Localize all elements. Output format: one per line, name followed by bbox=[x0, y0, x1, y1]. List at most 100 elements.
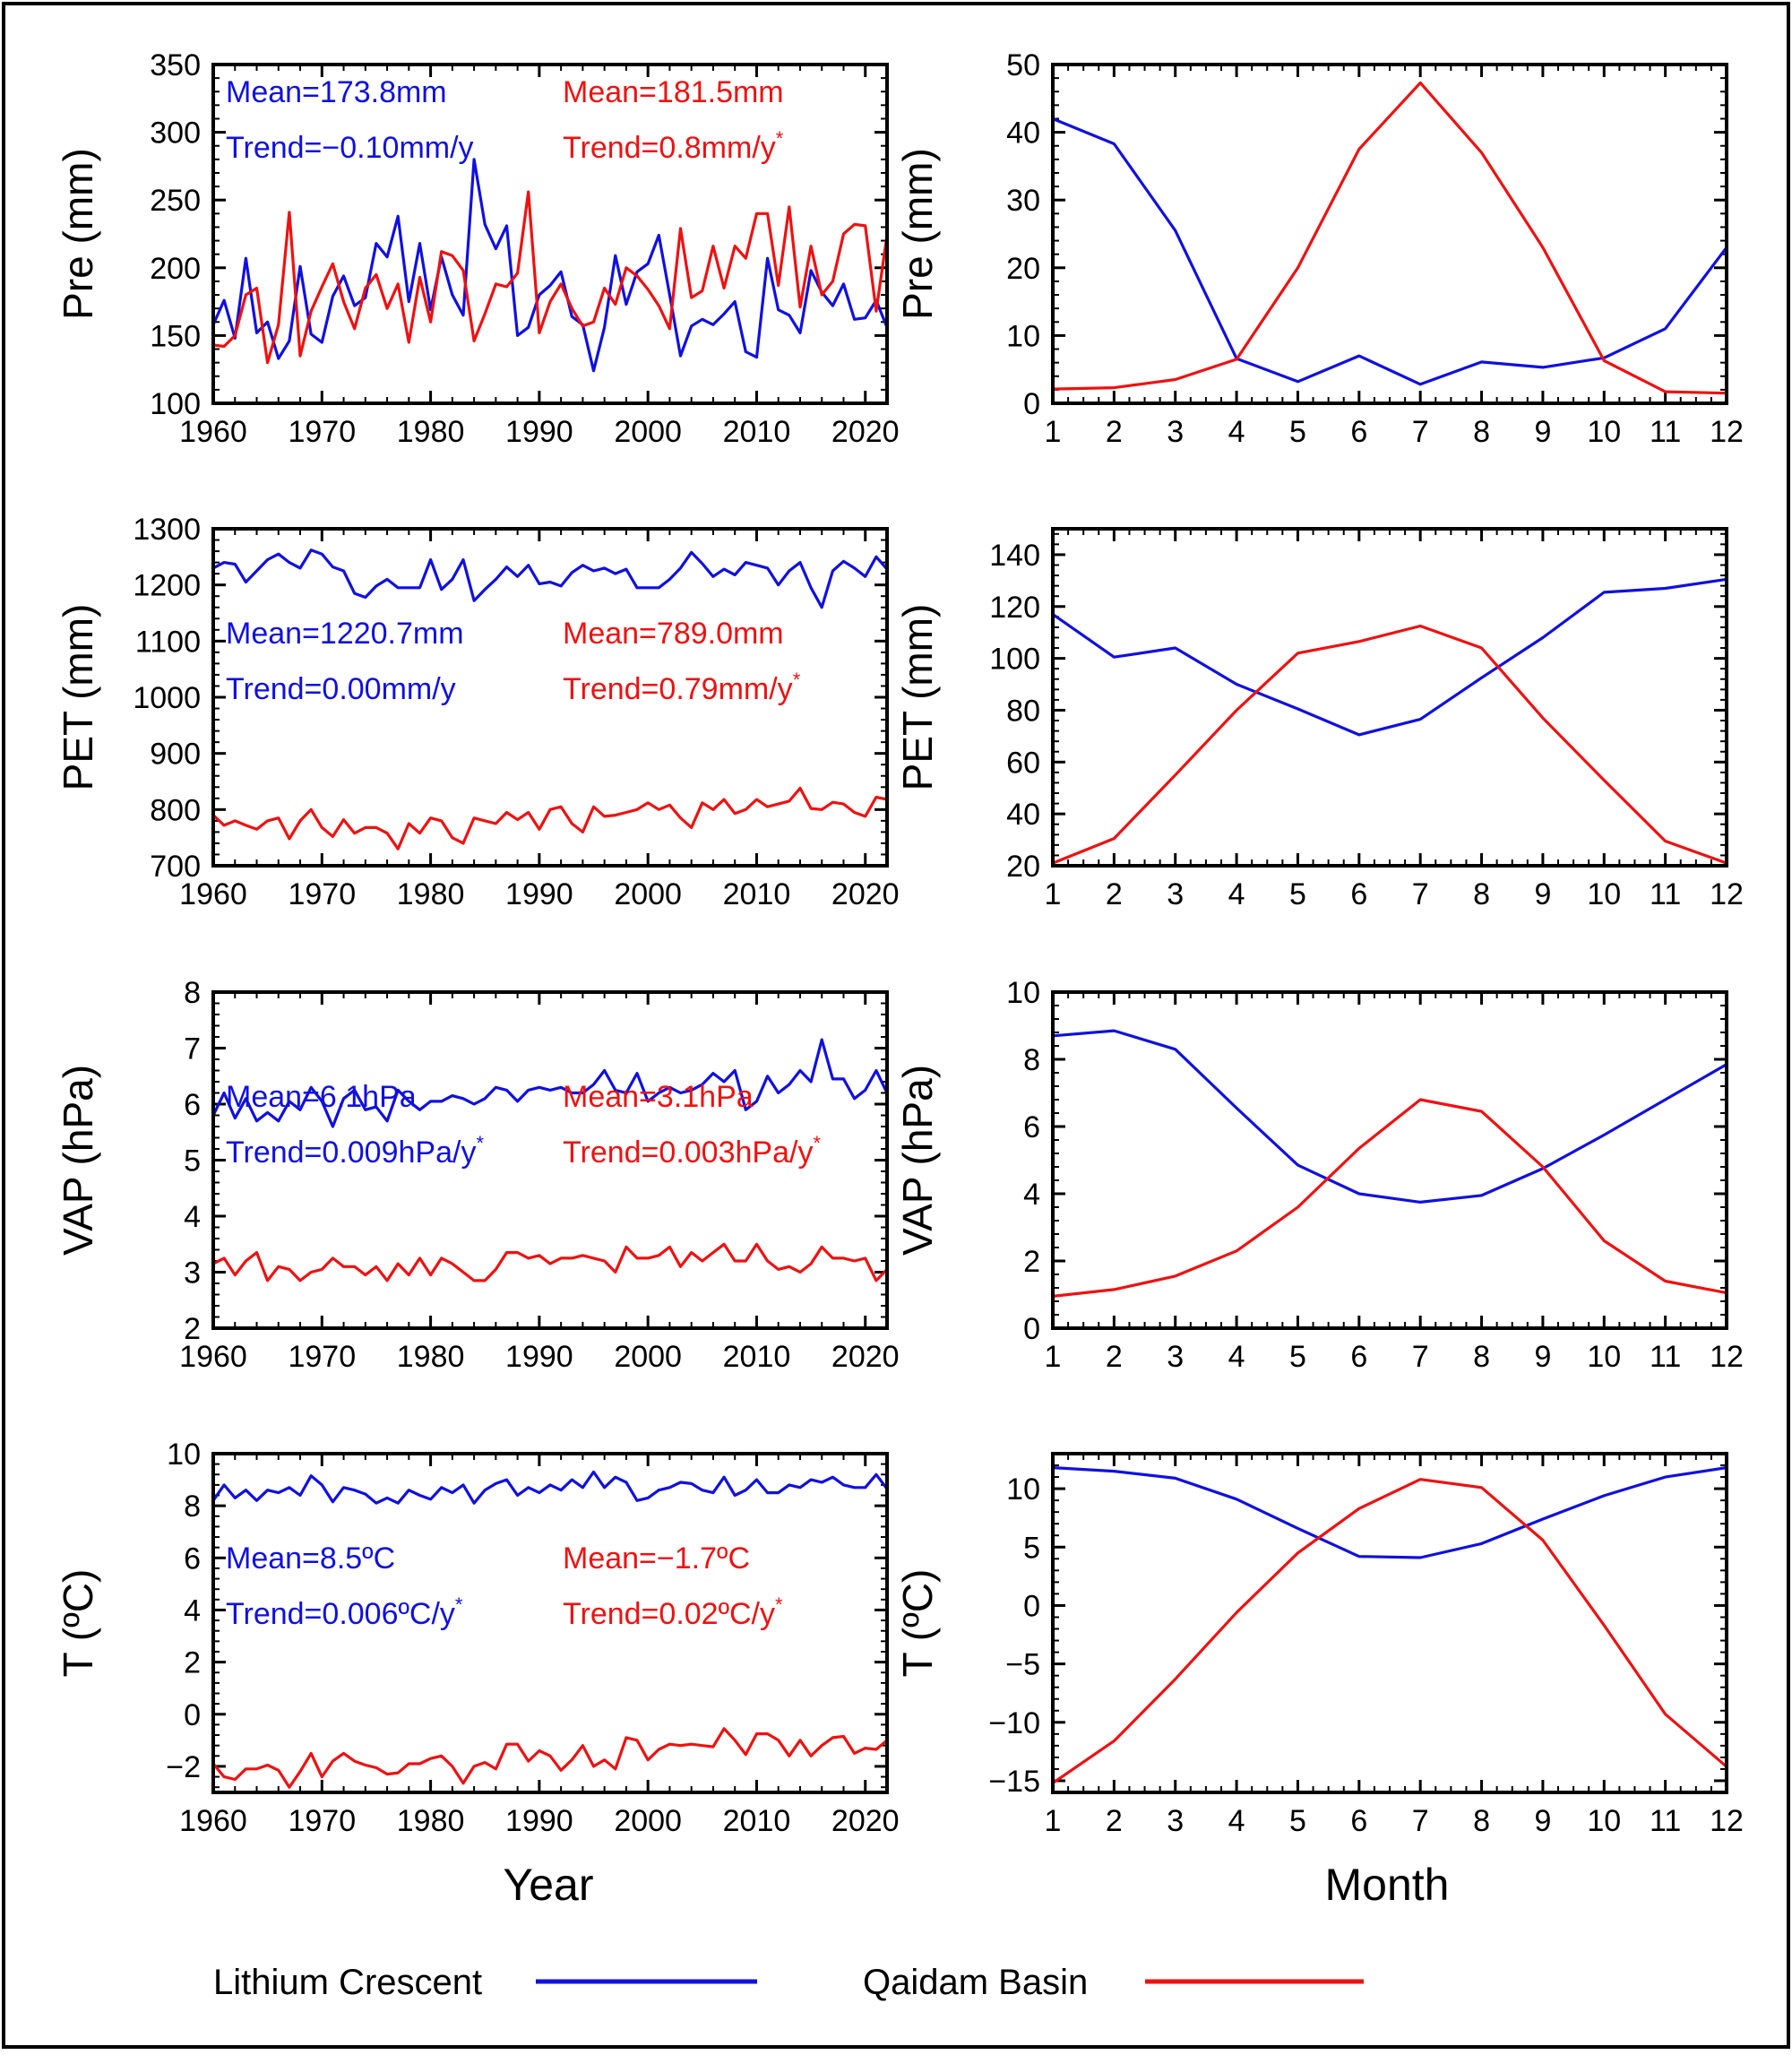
x-tick-label: 11 bbox=[1650, 877, 1681, 911]
x-tick-label: 3 bbox=[1167, 415, 1184, 449]
y-tick-label: 5 bbox=[1023, 1531, 1040, 1565]
series-line-lithium bbox=[213, 1038, 887, 1128]
y-tick-label: −15 bbox=[988, 1765, 1040, 1799]
y-tick-label: 8 bbox=[184, 1489, 201, 1524]
x-title-month: Month bbox=[1325, 1860, 1450, 1910]
y-tick-label: 3 bbox=[184, 1256, 201, 1291]
chart-panel-t-annual: 1960 1970 1980 1990 2000 2010 2020 −2 0 2 4 6 8 10 T (… bbox=[55, 1438, 900, 1838]
x-tick-label: 12 bbox=[1710, 1804, 1744, 1838]
x-tick-label: 1990 bbox=[505, 1804, 573, 1838]
legend-label-qaidam: Qaidam Basin bbox=[863, 1963, 1088, 2002]
y-tick-label: 350 bbox=[150, 48, 201, 82]
y-tick-label: 1100 bbox=[135, 625, 201, 659]
x-tick-label: 8 bbox=[1473, 1340, 1490, 1374]
y-tick-label: 100 bbox=[989, 643, 1040, 677]
plot-frame bbox=[1051, 990, 1728, 1330]
x-tick-label: 2000 bbox=[614, 877, 682, 911]
y-tick-label: 300 bbox=[150, 117, 201, 151]
y-tick-label: 250 bbox=[150, 184, 201, 218]
stat-trend-lithium: Trend=0.006ºC/y* bbox=[226, 1593, 463, 1631]
chart-panel-pet-annual: 1960 1970 1980 1990 2000 2010 2020 700 800 900 100… bbox=[55, 513, 900, 911]
stat-mean-lithium: Mean=6.1hPa bbox=[226, 1080, 417, 1114]
y-tick-label: 8 bbox=[1023, 1043, 1040, 1077]
x-tick-label: 7 bbox=[1412, 1340, 1429, 1374]
y-tick-label: 1300 bbox=[133, 513, 201, 547]
y-tick-label: 50 bbox=[1006, 48, 1040, 82]
x-tick-label: 2 bbox=[1106, 1340, 1123, 1374]
x-tick-label: 2 bbox=[1106, 877, 1123, 911]
plot-frame bbox=[1051, 527, 1728, 868]
y-tick-label: 6 bbox=[184, 1541, 201, 1576]
x-tick-label: 2020 bbox=[831, 415, 900, 449]
y-tick-label: 10 bbox=[1006, 976, 1040, 1010]
x-tick-label: 2020 bbox=[831, 877, 900, 911]
x-tick-label: 1980 bbox=[397, 877, 465, 911]
x-tick-label: 1990 bbox=[505, 1340, 573, 1374]
y-axis-title: VAP (hPa) bbox=[55, 1065, 101, 1256]
x-tick-label: 1980 bbox=[397, 1340, 465, 1374]
y-tick-label: 7 bbox=[184, 1032, 201, 1066]
y-tick-label: 6 bbox=[1023, 1110, 1040, 1144]
x-tick-label: 7 bbox=[1412, 415, 1429, 449]
y-axis-title: T (ºC) bbox=[55, 1569, 101, 1678]
stat-mean-lithium: Mean=8.5ºC bbox=[226, 1541, 395, 1576]
x-tick-label: 1970 bbox=[288, 415, 356, 449]
x-tick-label: 8 bbox=[1473, 1804, 1490, 1838]
x-tick-label: 2010 bbox=[723, 1804, 791, 1838]
x-tick-label: 12 bbox=[1710, 415, 1744, 449]
series-line-qaidam bbox=[213, 190, 887, 365]
legend: Lithium Crescent Qaidam Basin bbox=[213, 1963, 1364, 2002]
y-tick-label: −2 bbox=[166, 1750, 201, 1784]
x-tick-label: 2000 bbox=[614, 1804, 682, 1838]
series-line-lithium bbox=[1053, 117, 1727, 386]
x-tick-label: 1960 bbox=[179, 1804, 247, 1838]
x-tick-label: 6 bbox=[1350, 415, 1367, 449]
x-tick-label: 6 bbox=[1350, 1340, 1367, 1374]
x-tick-label: 1980 bbox=[397, 1804, 465, 1838]
y-tick-label: 0 bbox=[184, 1698, 201, 1732]
y-tick-label: 100 bbox=[150, 387, 201, 421]
y-tick-label: 8 bbox=[184, 976, 201, 1010]
series-line-qaidam bbox=[213, 786, 887, 850]
x-tick-label: 1970 bbox=[288, 877, 356, 911]
x-tick-label: 10 bbox=[1587, 1804, 1621, 1838]
y-tick-label: 200 bbox=[150, 252, 201, 286]
stat-trend-qaidam: Trend=0.8mm/y* bbox=[563, 127, 784, 165]
x-tick-label: 10 bbox=[1587, 415, 1621, 449]
y-tick-label: 0 bbox=[1023, 387, 1040, 421]
y-tick-label: 1200 bbox=[133, 569, 201, 603]
x-tick-label: 8 bbox=[1473, 877, 1490, 911]
y-tick-label: 10 bbox=[1006, 1472, 1040, 1507]
x-tick-label: 11 bbox=[1650, 1340, 1681, 1374]
chart-panel-pre-annual: 1960 1970 1980 1990 2000 2010 2020 100 150 200 250… bbox=[55, 48, 900, 449]
y-tick-label: 2 bbox=[1023, 1245, 1040, 1279]
x-tick-label: 3 bbox=[1167, 1804, 1184, 1838]
y-tick-label: 700 bbox=[150, 850, 201, 884]
y-axis-title: VAP (hPa) bbox=[894, 1065, 941, 1256]
x-tick-label: 1960 bbox=[179, 1340, 247, 1374]
y-tick-label: 40 bbox=[1006, 117, 1040, 151]
series-line-lithium bbox=[213, 548, 887, 609]
stat-trend-qaidam: Trend=0.003hPa/y* bbox=[563, 1132, 821, 1170]
x-tick-label: 4 bbox=[1228, 415, 1245, 449]
y-axis-title: PET (mm) bbox=[894, 604, 941, 791]
stat-trend-lithium: Trend=0.009hPa/y* bbox=[226, 1132, 484, 1170]
stat-trend-qaidam: Trend=0.02ºC/y* bbox=[563, 1593, 783, 1631]
series-line-qaidam bbox=[213, 1242, 887, 1282]
x-tick-label: 1 bbox=[1045, 415, 1062, 449]
series-line-lithium bbox=[1053, 577, 1727, 737]
series-line-lithium bbox=[1053, 1466, 1727, 1559]
series-line-lithium bbox=[213, 158, 887, 373]
x-tick-label: 10 bbox=[1587, 877, 1621, 911]
series-line-qaidam bbox=[1053, 81, 1727, 395]
stat-mean-qaidam: Mean=789.0mm bbox=[563, 617, 784, 651]
x-tick-label: 2000 bbox=[614, 415, 682, 449]
y-tick-label: −5 bbox=[1005, 1648, 1040, 1682]
stat-mean-qaidam: Mean=181.5mm bbox=[563, 75, 784, 109]
x-tick-label: 2020 bbox=[831, 1340, 900, 1374]
